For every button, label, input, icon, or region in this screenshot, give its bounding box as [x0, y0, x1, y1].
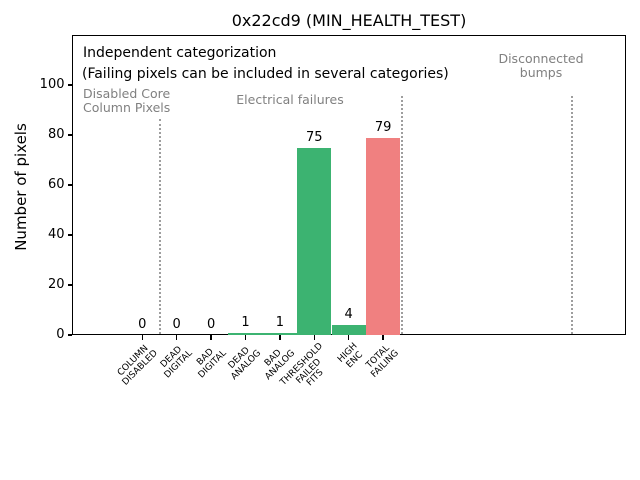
x-tick-label-text: COLUMN DISABLED	[115, 343, 160, 388]
y-tick-label: 20	[47, 277, 65, 292]
bar	[297, 147, 332, 335]
bar-value-label: 0	[138, 317, 147, 332]
y-tick-label: 0	[56, 327, 65, 342]
x-tick-mark	[176, 335, 178, 340]
y-tick-mark	[67, 284, 72, 286]
separator-line	[571, 96, 573, 334]
x-tick-label-text: DEAD DIGITAL	[158, 344, 194, 380]
x-tick-label-text: BAD DIGITAL	[195, 346, 229, 380]
y-tick-label: 40	[47, 227, 65, 242]
x-tick-mark	[313, 335, 315, 340]
y-tick-mark	[67, 334, 72, 336]
annotation: Independent categorization	[83, 45, 277, 61]
y-tick-mark	[67, 184, 72, 186]
x-tick-mark	[348, 335, 350, 340]
bar	[331, 325, 366, 335]
x-tick-label-text: DEAD ANALOG	[226, 345, 263, 382]
bar-value-label: 0	[206, 317, 216, 332]
bar-value-label: 1	[241, 314, 250, 330]
y-tick-label: 100	[39, 77, 65, 92]
annotation: (Failing pixels can be included in sever…	[82, 66, 449, 82]
separator-line	[401, 96, 403, 334]
y-tick-mark	[67, 234, 72, 236]
x-tick-mark	[210, 335, 212, 340]
y-tick-mark	[67, 84, 72, 86]
x-tick-mark	[141, 335, 143, 340]
y-tick-label: 80	[47, 127, 65, 142]
x-tick-label-text: HIGH ENC	[335, 341, 365, 370]
x-tick-mark	[382, 335, 384, 340]
x-tick-label-text: TOTAL FAILING	[364, 343, 401, 380]
chart-title: 0x22cd9 (MIN_HEALTH_TEST)	[231, 11, 467, 30]
bar	[365, 137, 401, 335]
bar-value-label: 1	[275, 314, 285, 330]
bar-value-label: 79	[374, 119, 392, 135]
annotation: Disabled Core Column Pixels	[83, 86, 171, 115]
x-tick-mark	[279, 335, 281, 340]
bar-value-label: 75	[306, 129, 323, 145]
bar	[262, 332, 298, 335]
bar-value-label: 4	[344, 307, 353, 322]
x-tick-mark	[244, 335, 247, 340]
annotation: Electrical failures	[236, 92, 344, 107]
bar	[228, 332, 263, 335]
bar-value-label: 0	[172, 317, 181, 332]
annotation: Disconnected bumps	[498, 51, 584, 80]
separator-line	[158, 119, 161, 334]
y-tick-label: 60	[47, 177, 65, 192]
y-tick-mark	[67, 134, 72, 136]
